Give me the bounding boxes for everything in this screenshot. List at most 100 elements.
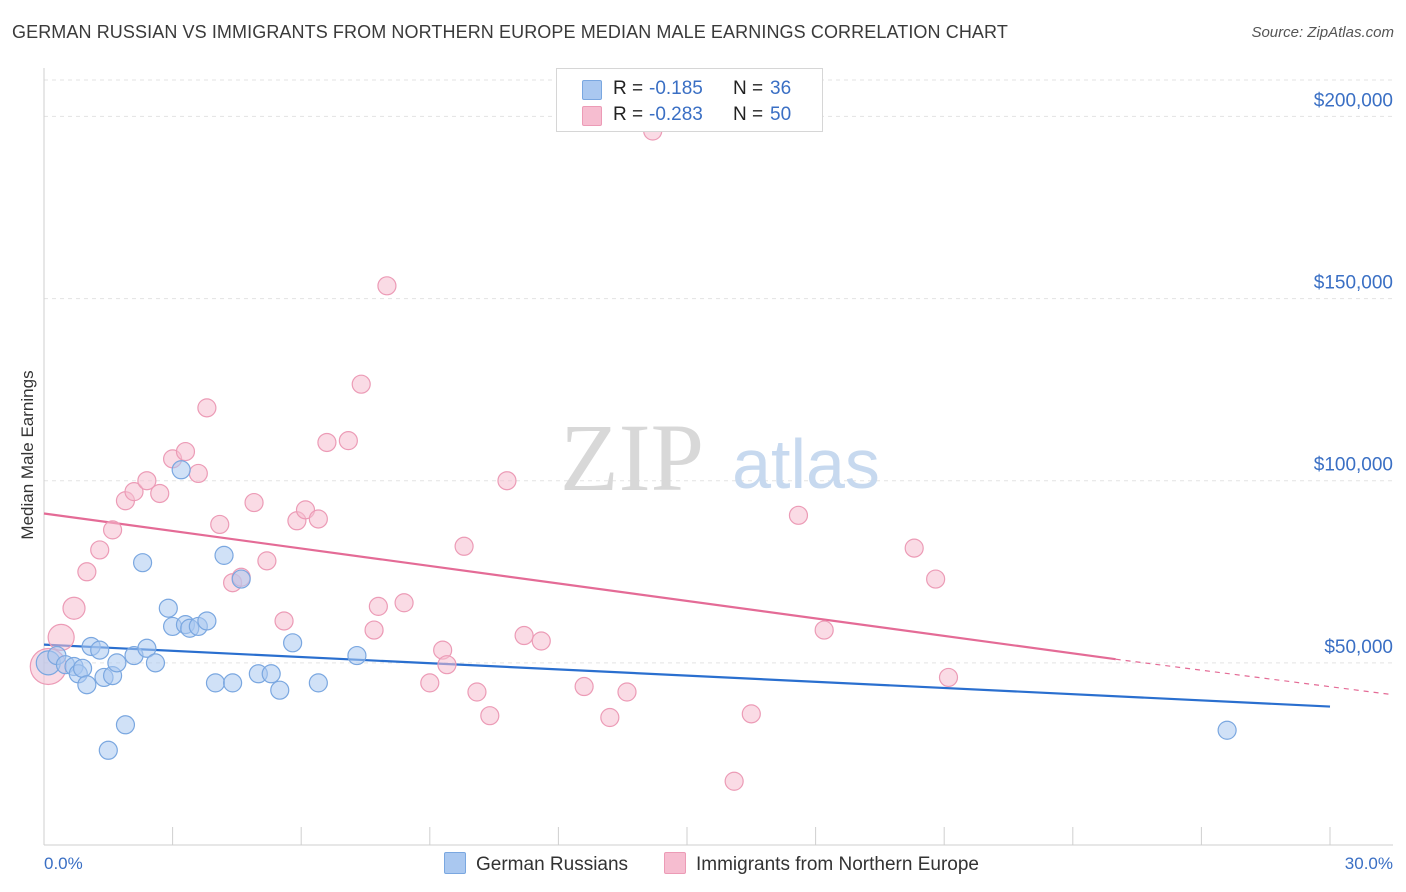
legend-r-value: -0.185 [649,78,703,99]
data-point [90,540,110,560]
data-point [197,611,217,631]
data-point [150,483,170,504]
trend-line-extension [1115,658,1391,695]
data-point [257,551,277,571]
data-point [338,431,358,451]
data-point [741,704,761,724]
data-point [231,569,251,589]
data-point [124,482,144,502]
data-point [514,625,534,646]
data-point [77,562,97,582]
data-point [351,374,371,394]
data-point [205,673,226,693]
trend-line [43,643,1331,708]
data-point [188,463,208,484]
data-point [308,509,328,529]
legend-label: German Russians [476,854,629,875]
data-point [377,276,397,296]
data-point [107,653,127,673]
data-point [938,667,959,688]
data-point [137,638,157,658]
data-point [171,460,191,480]
legend-label: Immigrants from Northern Europe [696,854,979,875]
data-point [261,664,281,684]
data-point [308,673,328,693]
data-point [145,653,166,673]
data-point [814,620,834,640]
data-point [437,655,457,675]
data-point [497,471,517,491]
legend-r-value: -0.283 [649,104,703,125]
x-tick-label-min: 0.0% [44,854,83,873]
data-point [283,633,303,653]
data-point [223,673,243,693]
y-tick-label: $100,000 [1314,455,1393,476]
legend-n-value: 50 [770,104,792,125]
watermark-zip: ZIP [560,404,704,511]
data-point [394,593,414,613]
data-point [72,658,93,678]
data-point [175,441,196,462]
y-tick-label: $50,000 [1324,637,1393,658]
data-point [574,676,594,697]
legend-row-northern-europe: R = -0.283 N = 50 [557,102,822,128]
legend-r-label: R = [613,104,644,125]
data-point [904,538,924,558]
legend-r-label: R = [613,78,644,99]
legend-swatch-blue [444,852,466,874]
data-point [274,611,294,631]
data-point [132,553,153,573]
trend-lines [43,512,1391,708]
y-axis-label: Median Male Earnings [18,370,37,540]
data-point [364,620,384,640]
legend-swatch-pink [664,852,686,874]
data-point [368,596,388,616]
source-label: Source: ZipAtlas.com [1251,24,1394,41]
legend-item-northern-europe: Immigrants from Northern Europe [664,852,979,876]
watermark: ZIP atlas [560,404,880,511]
trend-line [43,512,1116,661]
data-point [317,432,337,453]
data-point [102,520,123,540]
data-point [1217,720,1237,740]
data-point [77,675,97,695]
data-point [480,706,500,726]
chart-title: GERMAN RUSSIAN VS IMMIGRANTS FROM NORTHE… [12,22,1008,42]
data-point [617,682,637,702]
data-point [158,598,178,618]
data-point [531,631,551,651]
data-point [420,673,440,693]
data-point [115,715,136,735]
data-points [29,121,1237,791]
data-point [467,682,487,702]
data-point [347,645,367,666]
legend-item-german-russians: German Russians [444,852,628,876]
legend-swatch-blue [582,80,602,100]
data-point [62,596,86,620]
legend-n-label: N = [733,104,764,125]
legend-swatch-pink [582,106,602,126]
data-point [90,640,110,660]
data-point [137,471,157,491]
correlation-legend: R = -0.185 N = 36 R = -0.283 N = 50 [556,68,823,132]
legend-row-german-russians: R = -0.185 N = 36 [557,76,822,102]
y-tick-label: $200,000 [1314,90,1393,111]
data-point [454,536,474,556]
watermark-atlas: atlas [732,425,880,503]
data-point [926,569,946,589]
y-tick-label: $150,000 [1314,273,1393,294]
data-point [600,707,620,728]
y-tick-labels: $50,000 $100,000 $150,000 $200,000 [1314,90,1393,657]
x-tick-label-max: 30.0% [1345,854,1393,873]
data-point [210,514,230,535]
data-point [98,740,118,760]
axes [43,68,1393,846]
data-point [47,623,75,651]
legend-n-label: N = [733,78,764,99]
data-point [197,398,217,418]
data-point [270,680,290,700]
data-point [724,771,744,791]
data-point [214,545,234,565]
legend-n-value: 36 [770,78,792,99]
